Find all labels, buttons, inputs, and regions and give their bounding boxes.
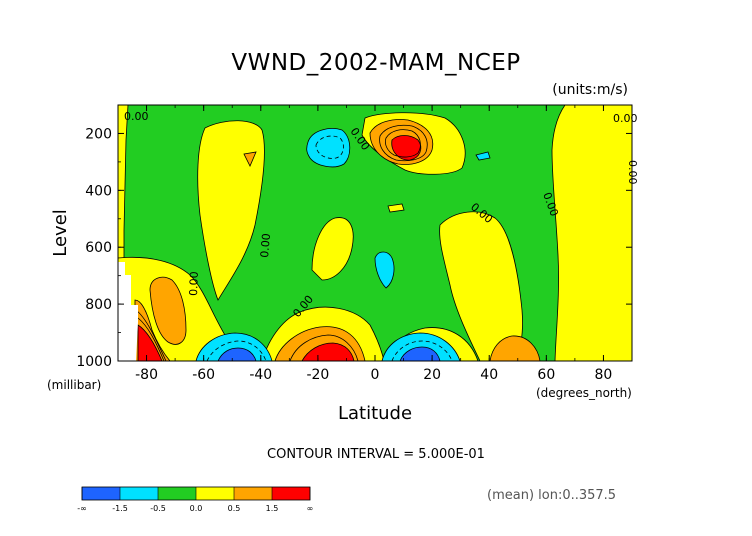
cyan-south-surface bbox=[195, 332, 273, 361]
x-tick-label: 80 bbox=[595, 367, 613, 383]
x-tick-label: -60 bbox=[192, 367, 215, 383]
contour-label: 0.00 bbox=[613, 112, 638, 125]
red-polar-surface bbox=[137, 324, 163, 361]
units-label: (units:m/s) bbox=[552, 82, 628, 98]
x-axis-title: Latitude bbox=[338, 403, 412, 424]
region-left-edge bbox=[118, 105, 129, 271]
contour-jet-inner-1 bbox=[379, 124, 428, 162]
chart-title: VWND_2002-MAM_NCEP bbox=[231, 50, 520, 76]
orange-small-patch bbox=[243, 151, 257, 167]
red-jet-core bbox=[391, 135, 422, 161]
x-tick-label: 20 bbox=[423, 367, 441, 383]
colorbar-swatch bbox=[120, 487, 158, 500]
y-tick-label: 800 bbox=[85, 297, 112, 313]
orange-north-surface bbox=[489, 335, 541, 361]
contour-plot-area bbox=[118, 105, 632, 361]
colorbar-label: 0.5 bbox=[228, 504, 241, 513]
x-units-label: (degrees_north) bbox=[536, 386, 632, 400]
x-tick-label: 60 bbox=[537, 367, 555, 383]
colorbar-label: 1.5 bbox=[266, 504, 279, 513]
contour-cyan-south-dashed bbox=[206, 340, 267, 361]
y-axis-title: Level bbox=[50, 209, 71, 257]
cyan-small-patch bbox=[475, 151, 491, 161]
colorbar-label: -0.5 bbox=[150, 504, 166, 513]
y-axis: 200 400 600 800 1000 bbox=[76, 104, 632, 370]
region-south-upper bbox=[197, 120, 265, 301]
contour-jet-inner-2 bbox=[385, 129, 421, 158]
y-tick-label: 600 bbox=[85, 240, 112, 256]
region-north-polar bbox=[551, 105, 632, 361]
y-tick-label: 400 bbox=[85, 183, 112, 199]
x-tick-label: 40 bbox=[480, 367, 498, 383]
x-tick-label: -40 bbox=[249, 367, 272, 383]
colorbar-label: -1.5 bbox=[112, 504, 128, 513]
y-tick-label: 1000 bbox=[76, 354, 112, 370]
mean-text: (mean) lon:0..357.5 bbox=[487, 488, 616, 503]
red-south-surface bbox=[301, 342, 355, 361]
red-regions bbox=[137, 135, 422, 361]
contour-label: 0.00 bbox=[258, 233, 273, 259]
colorbar-label: -∞ bbox=[77, 504, 87, 513]
x-axis: -80 -60 -40 -20 0 20 40 60 80 bbox=[117, 105, 633, 383]
colorbar-label: ∞ bbox=[307, 504, 314, 513]
contour-label: 0.00 bbox=[187, 271, 201, 296]
colorbar-swatch bbox=[272, 487, 310, 500]
contour-cyan-upper-dashed bbox=[315, 135, 344, 159]
colorbar-swatch bbox=[234, 487, 272, 500]
region-equator-mid bbox=[387, 203, 405, 213]
contour-cyan-north-dashed bbox=[391, 340, 453, 361]
cyan-south-upper bbox=[306, 128, 351, 168]
region-tropical-south bbox=[311, 217, 354, 281]
orange-polar-column bbox=[149, 276, 187, 345]
contour-label: 0.00 bbox=[124, 110, 149, 123]
x-tick-label: -80 bbox=[135, 367, 158, 383]
colorbar-swatch bbox=[196, 487, 234, 500]
contour-interval-text: CONTOUR INTERVAL = 5.000E-01 bbox=[267, 447, 485, 462]
blue-regions bbox=[217, 346, 441, 361]
colorbar: -∞ -1.5 -0.5 0.0 0.5 1.5 ∞ bbox=[77, 486, 314, 513]
x-tick-label: -20 bbox=[306, 367, 329, 383]
y-units-label: (millibar) bbox=[47, 378, 101, 392]
blue-south-surface bbox=[217, 347, 257, 361]
contour-polar-inner bbox=[135, 309, 167, 361]
y-tick-label: 200 bbox=[85, 126, 112, 142]
blue-north-surface bbox=[399, 346, 441, 361]
colorbar-swatch bbox=[158, 487, 196, 500]
contour-polar-inner-2 bbox=[137, 317, 165, 361]
colorbar-label: 0.0 bbox=[190, 504, 203, 513]
x-tick-label: 0 bbox=[371, 367, 380, 383]
missing-data-patch bbox=[118, 262, 138, 361]
colorbar-swatch bbox=[82, 487, 120, 500]
contour-lines bbox=[135, 124, 453, 361]
cyan-equator-mid bbox=[374, 251, 395, 289]
contour-south-dome-inner bbox=[289, 334, 359, 361]
